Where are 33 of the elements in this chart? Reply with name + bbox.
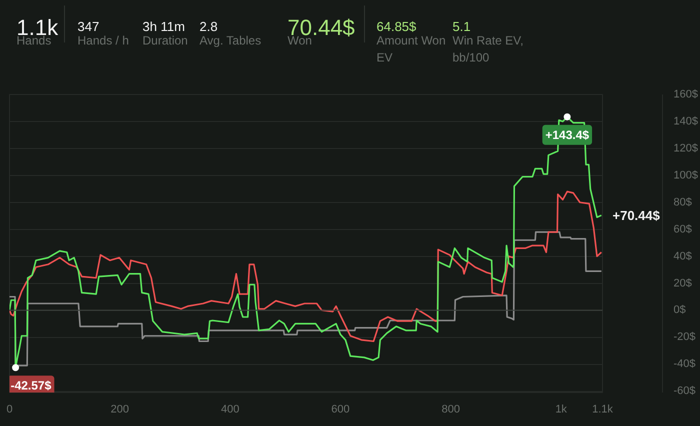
annotation: -42.57$ bbox=[10, 378, 52, 393]
line-series bbox=[10, 190, 602, 342]
annotation: +70.44$ bbox=[612, 208, 661, 223]
text: 347 bbox=[78, 19, 100, 34]
y-tick-label: 120$ bbox=[674, 142, 698, 154]
x-tick-label: 200 bbox=[110, 404, 130, 416]
x-tick-label: 0 bbox=[6, 404, 13, 416]
x-tick-label: 1k bbox=[555, 404, 568, 416]
y-tick-label: -60$ bbox=[674, 385, 696, 398]
y-tick-label: 40$ bbox=[674, 250, 692, 262]
y-tick-label: 100$ bbox=[674, 169, 698, 182]
text: Hands / h bbox=[78, 34, 129, 48]
x-tick-label: 600 bbox=[331, 404, 350, 416]
y-tick-label: -40$ bbox=[674, 358, 696, 370]
text: 2.8 bbox=[200, 19, 218, 34]
y-tick-label: 0$ bbox=[674, 304, 686, 316]
text: 3h 11m bbox=[142, 19, 185, 34]
y-tick-label: 140$ bbox=[674, 115, 698, 128]
text: Duration bbox=[142, 34, 188, 48]
text: Win Rate EV, bb/100 bbox=[452, 34, 524, 64]
y-tick-label: 20$ bbox=[674, 277, 692, 290]
y-tick-label: -20$ bbox=[674, 331, 696, 344]
text: 64.85$ bbox=[376, 19, 418, 34]
y-tick-label: 80$ bbox=[674, 196, 692, 208]
x-tick-label: 400 bbox=[220, 404, 240, 416]
text: Avg. Tables bbox=[200, 34, 262, 48]
text: 5.1 bbox=[452, 19, 471, 34]
annotation: +143.4$ bbox=[545, 128, 590, 142]
x-tick-label: 800 bbox=[442, 404, 460, 416]
y-tick-label: 60$ bbox=[674, 223, 692, 236]
y-tick-label: 160$ bbox=[674, 88, 698, 100]
text: Amount Won EV bbox=[376, 34, 446, 64]
x-tick-label: 1.1k bbox=[592, 404, 614, 416]
